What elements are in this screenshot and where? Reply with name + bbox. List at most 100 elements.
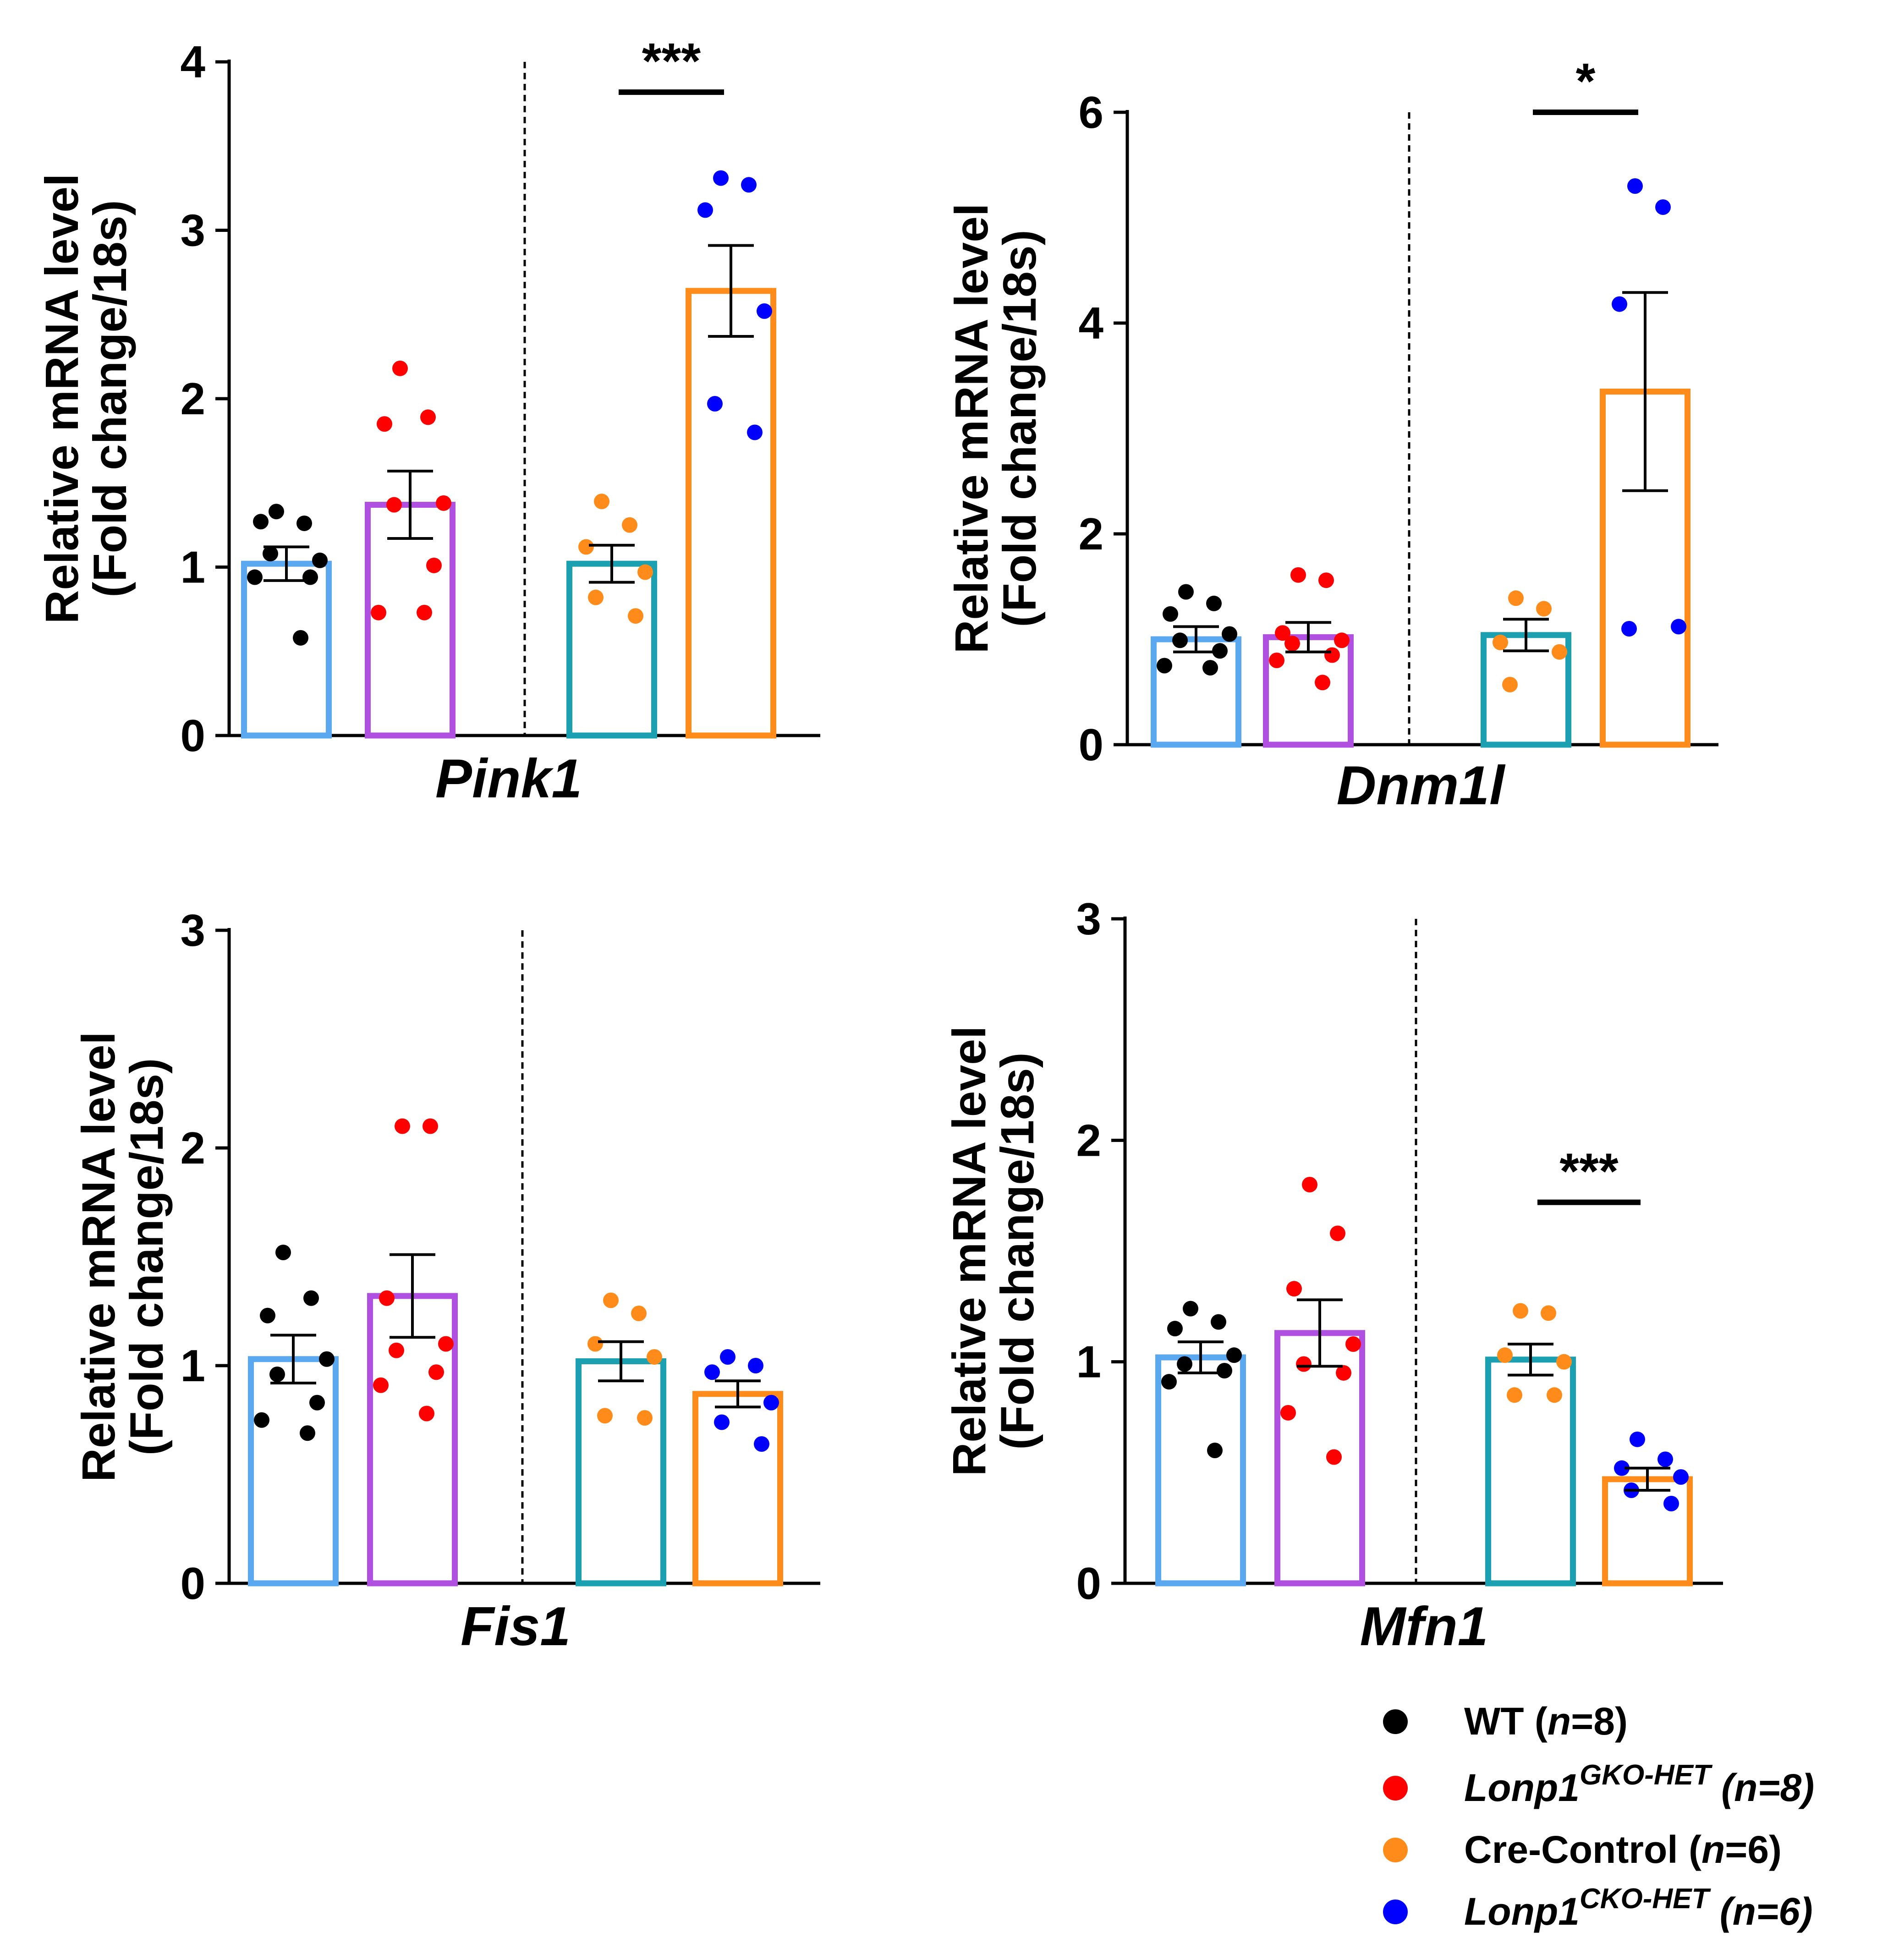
y-tick-label: 1 bbox=[180, 1340, 205, 1391]
y-axis-title-line1: Relative mRNA level bbox=[36, 174, 88, 624]
data-point bbox=[747, 424, 763, 440]
data-point bbox=[253, 514, 269, 530]
data-point bbox=[1536, 601, 1552, 617]
data-point bbox=[707, 396, 723, 412]
data-point bbox=[1541, 1305, 1556, 1321]
y-tick-label: 0 bbox=[180, 1558, 205, 1609]
legend-label: WT (n=8) bbox=[1464, 1700, 1628, 1743]
data-point bbox=[1663, 1496, 1679, 1511]
data-point bbox=[1284, 636, 1300, 652]
y-axis-title-line2: (Fold change/18s) bbox=[991, 1052, 1043, 1449]
data-point bbox=[438, 1336, 454, 1352]
legend-label: Cre-Control (n=6) bbox=[1464, 1828, 1782, 1871]
data-point bbox=[1502, 676, 1518, 692]
data-point bbox=[312, 552, 328, 568]
legend: WT (n=8) Lonp1GKO-HET (n=8) Cre-Control (n… bbox=[1383, 1700, 1814, 1933]
gene-label: Fis1 bbox=[461, 1596, 571, 1657]
data-point bbox=[1280, 1405, 1296, 1421]
data-point bbox=[379, 1290, 395, 1306]
y-axis-title-line2: (Fold change/18s) bbox=[84, 200, 136, 597]
data-point bbox=[1508, 590, 1524, 606]
data-point bbox=[1330, 1225, 1345, 1241]
y-axis-title-line1: Relative mRNA level bbox=[72, 1032, 125, 1482]
data-point bbox=[300, 1425, 315, 1441]
y-tick-label: 0 bbox=[1076, 1558, 1101, 1609]
data-point bbox=[1157, 658, 1172, 674]
chart-pink1: Relative mRNA level(Fold change/18s) 0 1 2 3… bbox=[36, 33, 820, 809]
data-point bbox=[254, 1412, 269, 1428]
data-point bbox=[293, 630, 308, 646]
data-point bbox=[1334, 632, 1350, 648]
data-point bbox=[1207, 1443, 1223, 1458]
data-point bbox=[1178, 584, 1194, 600]
data-point bbox=[275, 1245, 291, 1260]
data-point bbox=[1657, 1451, 1673, 1467]
data-point bbox=[269, 1367, 285, 1382]
data-point bbox=[1275, 625, 1290, 641]
data-point bbox=[1211, 1314, 1226, 1330]
data-point bbox=[1286, 1281, 1302, 1297]
data-point bbox=[1614, 1460, 1630, 1476]
data-point bbox=[1671, 619, 1686, 635]
y-tick-label: 2 bbox=[1078, 509, 1103, 559]
legend-label: Lonp1GKO-HET (n=8) bbox=[1464, 1759, 1814, 1809]
legend-marker bbox=[1383, 1838, 1408, 1862]
data-point bbox=[637, 1410, 653, 1426]
data-point bbox=[1324, 647, 1340, 663]
data-point bbox=[594, 494, 609, 510]
bar-1 bbox=[248, 1356, 339, 1587]
data-point bbox=[1222, 626, 1237, 642]
data-point bbox=[1302, 1177, 1317, 1192]
y-tick-label: 0 bbox=[180, 710, 205, 761]
y-tick-label: 3 bbox=[1076, 894, 1101, 944]
data-point bbox=[1161, 1374, 1177, 1390]
data-point bbox=[420, 409, 436, 425]
data-point bbox=[628, 608, 643, 624]
significance-label: *** bbox=[1559, 1143, 1619, 1200]
data-point bbox=[303, 1290, 319, 1306]
data-point bbox=[1290, 567, 1306, 583]
data-point bbox=[1612, 296, 1627, 312]
data-point bbox=[395, 1118, 410, 1134]
data-point bbox=[720, 1349, 735, 1365]
data-point bbox=[704, 1364, 720, 1380]
data-point bbox=[631, 1306, 647, 1321]
y-tick-label: 6 bbox=[1078, 87, 1103, 137]
y-axis-title-line1: Relative mRNA level bbox=[945, 203, 998, 654]
y-tick-label: 2 bbox=[180, 373, 205, 424]
y-tick-label: 0 bbox=[1078, 719, 1103, 770]
legend-marker bbox=[1383, 1776, 1408, 1801]
y-tick-label: 2 bbox=[180, 1123, 205, 1173]
data-point bbox=[419, 1405, 434, 1422]
bar-1 bbox=[1155, 1354, 1246, 1587]
data-point bbox=[763, 1395, 779, 1411]
data-point bbox=[578, 539, 594, 555]
y-tick-label: 4 bbox=[1078, 298, 1103, 348]
data-point bbox=[1202, 660, 1218, 676]
data-point bbox=[1513, 1303, 1528, 1319]
data-point bbox=[1296, 1356, 1312, 1372]
y-tick-label: 1 bbox=[1076, 1337, 1101, 1387]
y-tick-label: 1 bbox=[180, 542, 205, 593]
data-point bbox=[754, 1436, 769, 1452]
data-point bbox=[1326, 1449, 1342, 1465]
data-point bbox=[392, 360, 408, 376]
data-point bbox=[1493, 634, 1508, 650]
data-point bbox=[1345, 1336, 1361, 1352]
data-point bbox=[588, 589, 604, 605]
data-point bbox=[1172, 632, 1188, 648]
data-point bbox=[714, 1414, 730, 1430]
data-point bbox=[1226, 1347, 1242, 1363]
data-point bbox=[748, 1358, 763, 1373]
y-axis-title-line1: Relative mRNA level bbox=[943, 1026, 995, 1477]
data-point bbox=[269, 504, 284, 520]
data-point bbox=[1167, 1321, 1183, 1337]
bar-3 bbox=[576, 1358, 666, 1587]
legend-item: Cre-Control (n=6) bbox=[1383, 1828, 1782, 1871]
legend-label: Lonp1CKO-HET (n=6) bbox=[1464, 1883, 1813, 1933]
data-point bbox=[1212, 643, 1228, 659]
data-point bbox=[389, 1342, 404, 1358]
chart-dnm1l: Relative mRNA level(Fold change/18s) 0 2 4 6… bbox=[945, 53, 1718, 816]
y-tick-label: 4 bbox=[180, 37, 205, 87]
data-point bbox=[697, 202, 713, 218]
